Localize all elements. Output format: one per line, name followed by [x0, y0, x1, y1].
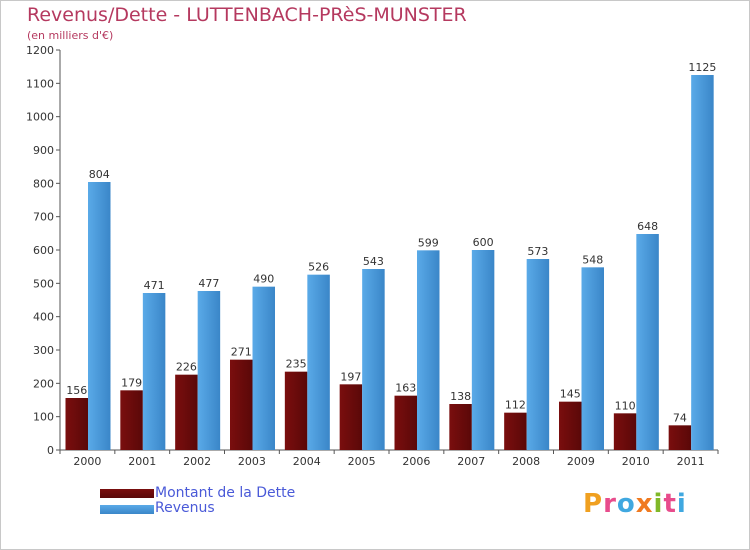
- data-label-revenue: 600: [473, 236, 494, 249]
- bar-revenue: [307, 274, 330, 450]
- logo-letter: r: [603, 489, 617, 519]
- bar-debt: [394, 395, 417, 450]
- legend-label-revenue: Revenus: [155, 500, 215, 516]
- data-label-debt: 235: [286, 358, 307, 371]
- bar-revenue: [636, 234, 659, 450]
- data-label-debt: 271: [231, 346, 252, 359]
- x-tick-label: 2005: [348, 455, 376, 468]
- x-tick-label: 2009: [567, 455, 595, 468]
- data-label-revenue: 804: [89, 168, 110, 181]
- legend-swatch-revenue: [100, 505, 154, 514]
- bar-revenue: [581, 267, 604, 450]
- y-tick-label: 500: [33, 277, 54, 290]
- y-tick-label: 1100: [26, 77, 54, 90]
- y-tick-label: 1200: [26, 44, 54, 57]
- data-label-debt: 138: [450, 390, 471, 403]
- data-label-debt: 112: [505, 399, 526, 412]
- data-label-debt: 156: [66, 384, 87, 397]
- y-tick-label: 800: [33, 177, 54, 190]
- chart-subtitle: (en milliers d'€): [27, 29, 114, 42]
- data-label-revenue: 1125: [688, 61, 716, 74]
- data-label-debt: 110: [615, 399, 636, 412]
- logo-letter: i: [653, 489, 664, 519]
- x-tick-label: 2010: [622, 455, 650, 468]
- x-tick-label: 2001: [128, 455, 156, 468]
- data-label-revenue: 648: [637, 220, 658, 233]
- legend-label-debt: Montant de la Dette: [155, 485, 296, 501]
- logo-letter: P: [583, 489, 604, 519]
- y-tick-label: 200: [33, 377, 54, 390]
- bar-revenue: [471, 250, 495, 450]
- y-tick-label: 900: [33, 144, 54, 157]
- x-tick-label: 2002: [183, 455, 211, 468]
- x-tick-label: 2011: [677, 455, 705, 468]
- bar-revenue: [526, 259, 550, 450]
- proxiti-logo: Proxiti: [583, 489, 687, 519]
- y-tick-label: 300: [33, 344, 54, 357]
- y-tick-label: 600: [33, 244, 54, 257]
- legend-swatch-debt: [100, 489, 154, 498]
- y-tick-label: 700: [33, 211, 54, 224]
- bar-revenue: [691, 75, 714, 450]
- bar-debt: [284, 371, 308, 450]
- bar-debt: [559, 401, 582, 450]
- y-tick-label: 0: [47, 444, 54, 457]
- x-tick-label: 2007: [457, 455, 485, 468]
- logo-letter: o: [616, 489, 636, 519]
- logo-letter: i: [676, 489, 687, 519]
- y-tick-label: 1000: [26, 111, 54, 124]
- bar-debt: [175, 374, 198, 450]
- y-tick-label: 100: [33, 411, 54, 424]
- data-label-debt: 197: [340, 370, 361, 383]
- data-label-revenue: 477: [198, 277, 219, 290]
- bar-debt: [65, 398, 88, 450]
- bar-revenue: [197, 291, 221, 450]
- bar-revenue: [362, 269, 385, 450]
- bar-revenue: [88, 182, 111, 450]
- bar-revenue: [142, 293, 166, 450]
- bar-debt: [504, 412, 527, 450]
- x-tick-label: 2008: [512, 455, 540, 468]
- bar-debt: [230, 359, 253, 450]
- bar-revenue: [417, 250, 440, 450]
- x-tick-label: 2003: [238, 455, 266, 468]
- data-label-debt: 74: [673, 411, 687, 424]
- data-label-revenue: 573: [527, 245, 548, 258]
- chart-title: Revenus/Dette - LUTTENBACH-PRèS-MUNSTER: [27, 4, 467, 26]
- data-label-revenue: 543: [363, 255, 384, 268]
- data-label-revenue: 471: [144, 279, 165, 292]
- data-label-revenue: 490: [253, 273, 274, 286]
- data-label-revenue: 526: [308, 261, 329, 274]
- bar-debt: [449, 404, 472, 450]
- x-tick-label: 2000: [73, 455, 101, 468]
- x-tick-label: 2004: [293, 455, 321, 468]
- x-tick-label: 2006: [402, 455, 430, 468]
- bar-debt: [120, 390, 143, 450]
- logo-letter: x: [635, 489, 654, 519]
- data-label-revenue: 599: [418, 236, 439, 249]
- bar-revenue: [252, 286, 275, 450]
- data-label-revenue: 548: [582, 253, 603, 266]
- bar-debt: [668, 425, 692, 450]
- y-tick-label: 400: [33, 311, 54, 324]
- logo-letter: t: [663, 489, 677, 519]
- data-label-debt: 163: [395, 382, 416, 395]
- data-label-debt: 226: [176, 361, 197, 374]
- bar-debt: [339, 384, 363, 450]
- data-label-debt: 145: [560, 388, 581, 401]
- bar-debt: [613, 413, 637, 450]
- data-label-debt: 179: [121, 376, 142, 389]
